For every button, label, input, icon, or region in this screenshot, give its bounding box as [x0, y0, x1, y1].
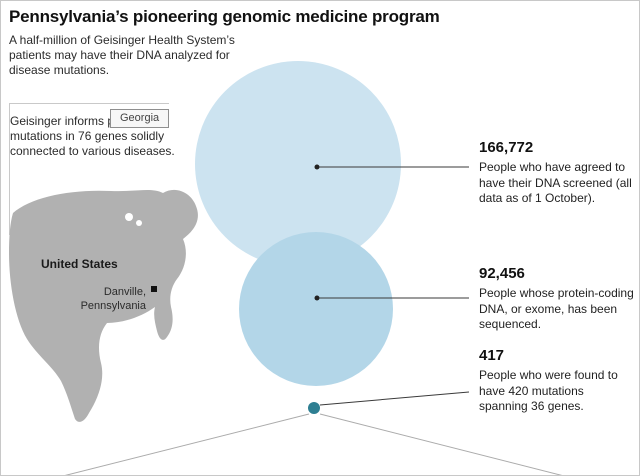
us-map[interactable]	[1, 183, 219, 427]
circle-dna-screened[interactable]	[195, 61, 401, 267]
inset-frame-top	[9, 103, 169, 104]
stat-dna-screened: 166,772 People who have agreed to have t…	[479, 139, 634, 207]
great-lakes-shape	[125, 213, 133, 221]
stat-value: 92,456	[479, 265, 525, 282]
map-label-united-states: United States	[41, 257, 118, 271]
danville-marker-icon	[151, 286, 157, 292]
annotation-line-2: mutations in 76 genes solidly	[10, 129, 165, 143]
map-label-danville: Danville, Pennsylvania	[43, 285, 146, 313]
annotation-line-1: Geisinger informs p	[10, 114, 115, 128]
stat-exome-sequenced: 92,456 People whose protein-coding DNA, …	[479, 265, 634, 333]
circle-mutations-found[interactable]	[308, 402, 320, 414]
stat-value: 417	[479, 347, 505, 364]
page-title: Pennsylvania’s pioneering genomic medici…	[9, 7, 440, 26]
leader-line-3	[319, 391, 470, 406]
inset-frame-left	[9, 103, 10, 235]
city-line-2: Pennsylvania	[80, 300, 146, 312]
subtitle: A half-million of Geisinger Health Syste…	[9, 33, 235, 77]
stat-desc: People whose protein-coding DNA, or exom…	[479, 286, 634, 331]
stat-mutations-found: 417 People who were found to have 420 mu…	[479, 347, 634, 415]
north-america-silhouette[interactable]	[9, 189, 198, 422]
funnel-line-right	[319, 413, 563, 475]
great-lakes-shape	[136, 220, 142, 226]
stat-desc: People who have agreed to have their DNA…	[479, 160, 632, 205]
stat-desc: People who were found to have 420 mutati…	[479, 368, 618, 413]
stat-value: 166,772	[479, 139, 534, 156]
map-tooltip: Georgia	[110, 109, 170, 128]
annotation-line-3: connected to various diseases.	[10, 144, 175, 158]
circle-exome-sequenced[interactable]	[239, 232, 393, 386]
annotation-text: Geisinger informs p mutations in 76 gene…	[10, 114, 200, 159]
city-line-1: Danville,	[103, 286, 146, 298]
